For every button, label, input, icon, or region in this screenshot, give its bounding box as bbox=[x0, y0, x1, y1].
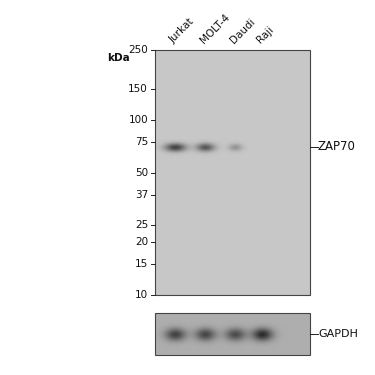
Text: ZAP70: ZAP70 bbox=[318, 140, 356, 153]
Text: 250: 250 bbox=[128, 45, 148, 55]
Text: 10: 10 bbox=[135, 290, 148, 300]
Text: 150: 150 bbox=[128, 84, 148, 94]
Text: 15: 15 bbox=[135, 259, 148, 269]
Text: MOLT-4: MOLT-4 bbox=[198, 12, 231, 45]
Text: 50: 50 bbox=[135, 168, 148, 177]
Text: 100: 100 bbox=[128, 115, 148, 125]
Text: 37: 37 bbox=[135, 190, 148, 200]
Text: GAPDH: GAPDH bbox=[318, 329, 358, 339]
Text: Raji: Raji bbox=[255, 24, 276, 45]
Text: 75: 75 bbox=[135, 136, 148, 147]
Text: 20: 20 bbox=[135, 237, 148, 247]
Text: kDa: kDa bbox=[106, 53, 129, 63]
Bar bbox=[155, 50, 310, 295]
Bar bbox=[155, 313, 310, 355]
Text: Jurkat: Jurkat bbox=[168, 16, 196, 45]
Text: Daudi: Daudi bbox=[228, 16, 256, 45]
Text: 25: 25 bbox=[135, 220, 148, 230]
